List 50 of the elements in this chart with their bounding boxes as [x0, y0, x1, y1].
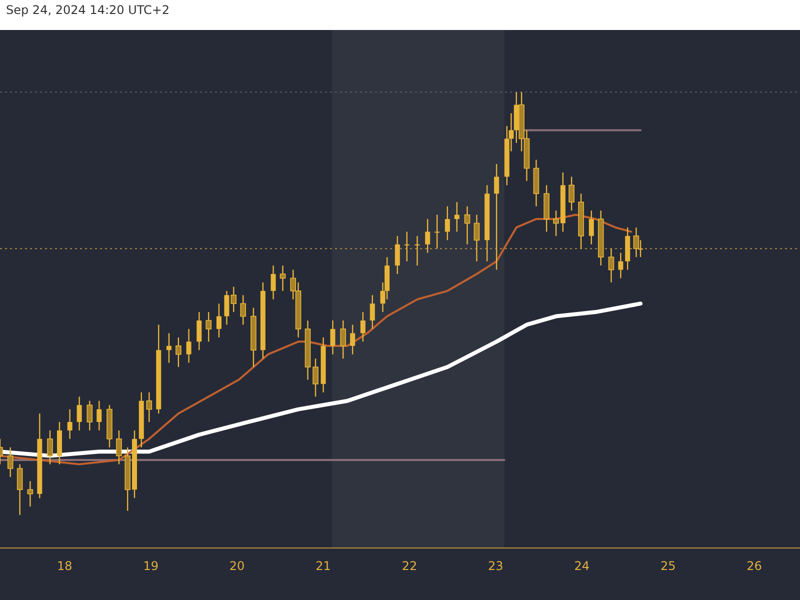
candlestick — [434, 214, 440, 250]
x-tick-label: 20 — [229, 559, 245, 573]
candlestick — [414, 235, 420, 266]
candlestick — [608, 248, 614, 284]
x-tick-label: 24 — [574, 559, 590, 573]
x-tick-label: 25 — [660, 559, 676, 573]
candlestick — [330, 320, 336, 355]
candlestick — [494, 163, 500, 270]
candlestick — [350, 324, 356, 355]
candlestick — [370, 294, 375, 330]
candlestick — [404, 231, 410, 262]
candlestick — [312, 358, 318, 398]
candlestick — [186, 328, 192, 364]
candlestick — [425, 218, 430, 254]
candlestick — [116, 430, 122, 465]
x-tick-label: 26 — [746, 559, 762, 573]
candlestick — [27, 480, 34, 508]
candlestick — [47, 430, 53, 465]
candlestick — [360, 311, 366, 342]
candlestick — [67, 408, 72, 440]
x-tick-label: 18 — [57, 559, 72, 573]
candlestick — [270, 264, 276, 300]
x-tick-label: 21 — [316, 559, 331, 573]
candlestick — [454, 202, 460, 232]
candlestick — [340, 320, 346, 360]
candlestick — [464, 206, 470, 245]
x-tick-label: 23 — [488, 559, 504, 573]
candlestick — [280, 264, 286, 292]
candlestick — [588, 210, 594, 245]
candlestick — [206, 311, 212, 342]
candlestick — [444, 206, 450, 241]
candlestick — [7, 446, 14, 478]
candlestick — [240, 294, 246, 326]
candlestick — [216, 302, 222, 338]
candlestick — [394, 235, 400, 275]
candlestick — [16, 464, 23, 516]
candlestick — [568, 176, 574, 212]
candlestick — [146, 392, 152, 423]
candlestick — [166, 332, 172, 364]
candlestick — [76, 396, 82, 432]
x-tick-label: 22 — [402, 559, 418, 573]
candlestick — [474, 214, 480, 262]
candlestick — [618, 252, 624, 279]
x-tick-label: 19 — [143, 559, 159, 573]
candlestick — [633, 226, 640, 258]
candlestick — [196, 311, 202, 351]
candlestick — [96, 400, 102, 432]
text: Sep 24, 2024 14:20 UTC+2 — [6, 3, 170, 17]
candlestick — [176, 336, 182, 368]
candlestick — [86, 400, 93, 432]
